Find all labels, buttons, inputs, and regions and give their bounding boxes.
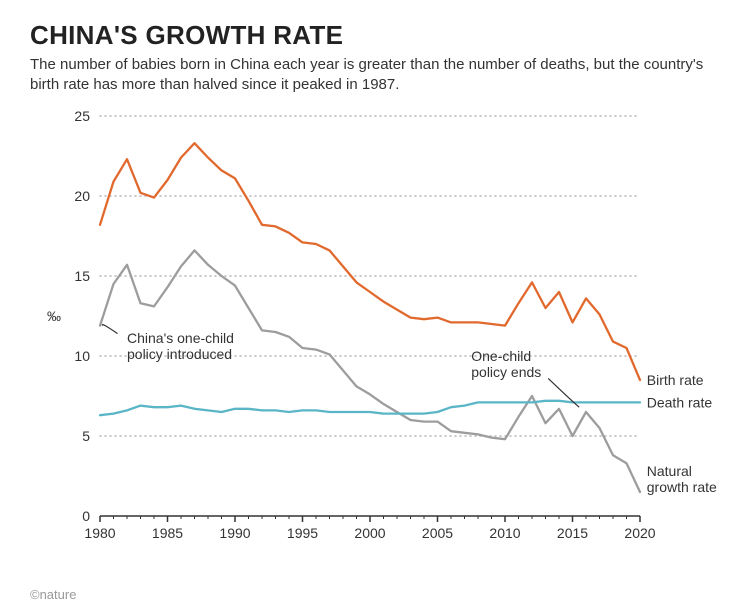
credit-label: ©nature	[30, 587, 76, 602]
xtick-label: 1980	[84, 525, 115, 541]
annotation-pointer-policy-start	[102, 324, 117, 333]
xtick-label: 1990	[219, 525, 250, 541]
annotation-policy-end: One-childpolicy ends	[471, 347, 541, 379]
xtick-label: 2005	[422, 525, 453, 541]
series-growth	[100, 250, 640, 492]
ytick-label: 0	[82, 508, 90, 524]
annotation-pointer-policy-end	[548, 378, 579, 407]
chart-area: 0 5 10 15 20 25 ‰ 1980 1985 1990 1995 2000 2005 2010 2…	[30, 106, 720, 566]
xtick-label: 2010	[489, 525, 520, 541]
xtick-label: 1995	[287, 525, 318, 541]
page-root: CHINA'S GROWTH RATE The number of babies…	[0, 0, 751, 610]
chart-title: CHINA'S GROWTH RATE	[30, 20, 721, 51]
series-label-death: Death rate	[647, 394, 713, 410]
series-label-birth: Birth rate	[647, 372, 704, 388]
chart-subtitle: The number of babies born in China each …	[30, 55, 710, 96]
ytick-label: 15	[74, 268, 90, 284]
ytick-label: 10	[74, 348, 90, 364]
xtick-label: 2000	[354, 525, 385, 541]
ytick-label: 25	[74, 108, 90, 124]
xtick-label: 2020	[624, 525, 655, 541]
ytick-label: 20	[74, 188, 90, 204]
ytick-label: 5	[82, 428, 90, 444]
xtick-label: 2015	[557, 525, 588, 541]
xtick-label: 1985	[152, 525, 183, 541]
annotation-policy-start: China's one-childpolicy introduced	[127, 330, 234, 362]
series-label-growth: Naturalgrowth rate	[647, 463, 717, 495]
yaxis-title: ‰	[47, 308, 61, 324]
chart-svg: 0 5 10 15 20 25 ‰ 1980 1985 1990 1995 2000 2005 2010 2…	[30, 106, 720, 566]
